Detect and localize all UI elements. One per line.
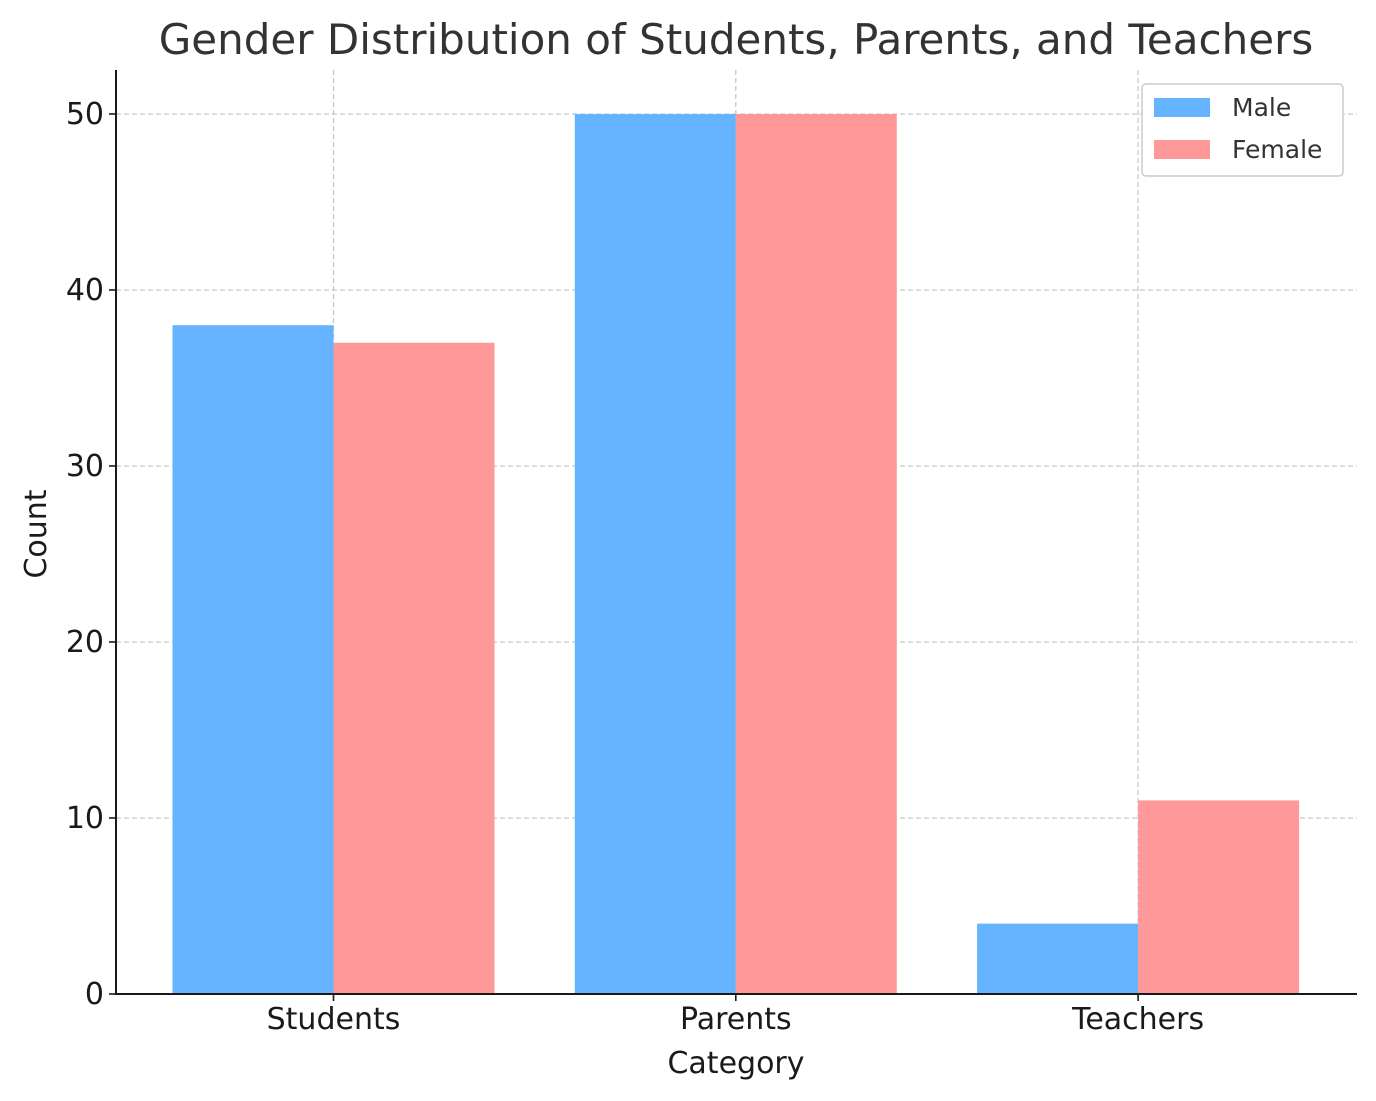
y-tick-label-30: 30	[66, 449, 104, 484]
bar-male-students	[172, 325, 334, 994]
bars	[172, 114, 1300, 994]
legend: Male Female	[1141, 83, 1344, 177]
bar-male-parents	[574, 114, 736, 994]
bar-male-teachers	[977, 923, 1139, 994]
y-tick-label-20: 20	[66, 625, 104, 660]
bar-female-students	[333, 342, 495, 994]
legend-label-female: Female	[1232, 135, 1322, 164]
x-axis-label: Category	[667, 1046, 804, 1081]
legend-label-male: Male	[1232, 93, 1291, 122]
x-tick-label-students: Students	[267, 1002, 401, 1037]
y-axis-label: Count	[19, 489, 54, 578]
legend-swatch-male	[1154, 98, 1210, 117]
y-tick-label-50: 50	[66, 97, 104, 132]
bar-female-parents	[735, 114, 897, 994]
y-tick-label-0: 0	[85, 977, 104, 1012]
bar-female-teachers	[1138, 800, 1300, 994]
x-tick-label-parents: Parents	[680, 1002, 792, 1037]
x-ticks: Students Parents Teachers	[267, 994, 1204, 1037]
y-ticks: 0 10 20 30 40 50	[66, 97, 116, 1012]
x-tick-label-teachers: Teachers	[1071, 1002, 1204, 1037]
y-tick-label-10: 10	[66, 801, 104, 836]
chart-title: Gender Distribution of Students, Parents…	[159, 15, 1313, 64]
y-tick-label-40: 40	[66, 273, 104, 308]
legend-swatch-female	[1154, 140, 1210, 159]
